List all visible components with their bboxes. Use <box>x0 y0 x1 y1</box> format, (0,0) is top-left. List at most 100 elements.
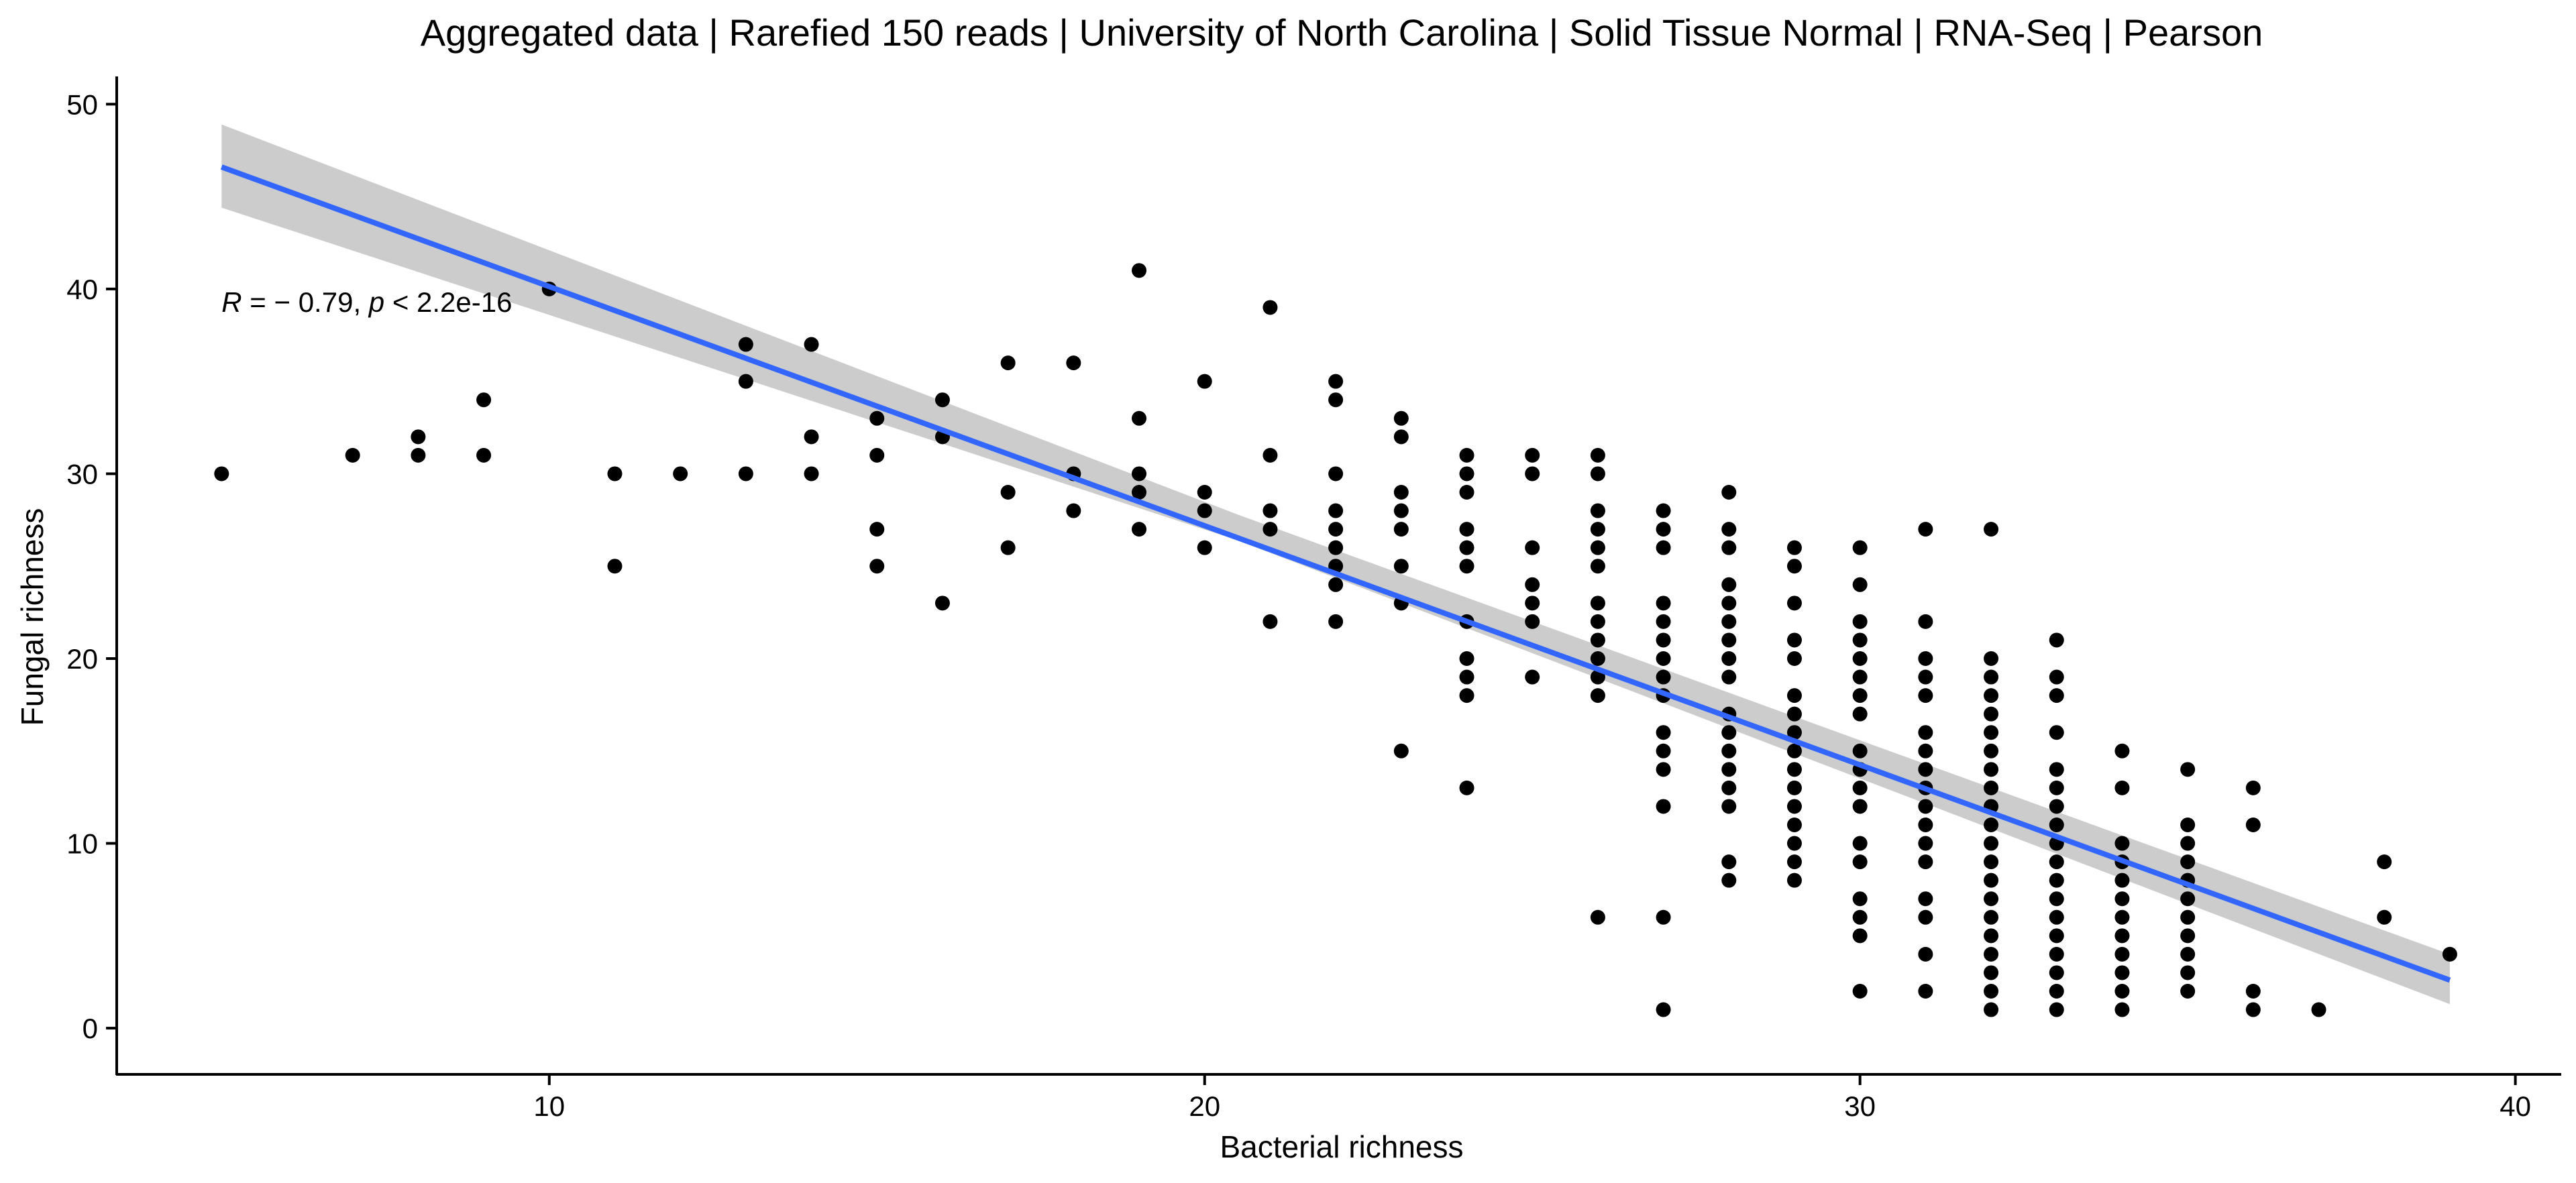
data-point <box>2049 872 2064 888</box>
data-point <box>1590 540 1605 555</box>
data-point <box>1656 614 1671 629</box>
data-point <box>804 466 819 482</box>
data-point <box>2049 984 2064 999</box>
data-point <box>1590 596 1605 611</box>
data-point <box>1459 447 1474 463</box>
data-point <box>2049 965 2064 980</box>
data-point <box>1590 466 1605 482</box>
data-point <box>1066 503 1081 518</box>
data-point <box>2180 965 2196 980</box>
data-point <box>2049 928 2064 944</box>
data-point <box>2245 984 2261 999</box>
data-point <box>1918 984 1933 999</box>
data-point <box>1984 706 1999 722</box>
data-point <box>1656 909 1671 925</box>
data-point <box>1721 762 1737 777</box>
data-point <box>1786 854 1802 870</box>
data-point <box>1328 392 1344 408</box>
data-point <box>804 429 819 445</box>
data-point <box>1721 743 1737 758</box>
data-point <box>1918 836 1933 851</box>
y-tick-label: 40 <box>66 274 98 305</box>
data-point <box>804 337 819 352</box>
data-point <box>1328 614 1344 629</box>
data-point <box>1328 522 1344 537</box>
data-point <box>1721 596 1737 611</box>
data-point <box>1590 447 1605 463</box>
data-point <box>1590 688 1605 703</box>
data-point <box>2114 984 2130 999</box>
data-point <box>1721 522 1737 537</box>
data-point <box>1852 836 1868 851</box>
data-point <box>1721 872 1737 888</box>
data-point <box>673 466 688 482</box>
data-point <box>2114 743 2130 758</box>
data-point <box>1393 522 1409 537</box>
data-point <box>1393 410 1409 426</box>
data-point <box>1984 928 1999 944</box>
data-point <box>2180 909 2196 925</box>
data-point <box>1852 909 1868 925</box>
data-point <box>1852 669 1868 685</box>
data-point <box>1656 669 1671 685</box>
data-point <box>934 596 950 611</box>
data-point <box>607 466 623 482</box>
data-point <box>1918 614 1933 629</box>
data-point <box>2180 854 2196 870</box>
data-point <box>1786 836 1802 851</box>
data-point <box>869 522 885 537</box>
data-point <box>1721 669 1737 685</box>
data-point <box>1328 540 1344 555</box>
data-point <box>411 447 426 463</box>
data-point <box>1984 854 1999 870</box>
data-point <box>2049 946 2064 962</box>
data-point <box>2049 780 2064 795</box>
data-point <box>1525 466 1540 482</box>
data-point <box>1786 799 1802 814</box>
data-point <box>2049 854 2064 870</box>
chart-title: Aggregated data | Rarefied 150 reads | U… <box>421 11 2263 54</box>
data-point <box>1656 1002 1671 1017</box>
x-tick-label: 10 <box>533 1090 565 1122</box>
data-point <box>1000 540 1016 555</box>
data-point <box>1721 799 1737 814</box>
data-point <box>1263 503 1278 518</box>
data-point <box>2180 762 2196 777</box>
data-point <box>1852 780 1868 795</box>
x-tick-label: 40 <box>2500 1090 2531 1122</box>
data-point <box>1852 799 1868 814</box>
data-point <box>1918 688 1933 703</box>
data-point <box>2049 909 2064 925</box>
data-point <box>1656 503 1671 518</box>
data-point <box>1590 522 1605 537</box>
data-point <box>1852 577 1868 592</box>
data-point <box>1918 946 1933 962</box>
y-tick-label: 0 <box>83 1013 98 1044</box>
data-point <box>1263 522 1278 537</box>
data-point <box>1656 522 1671 537</box>
data-point <box>1459 540 1474 555</box>
data-point <box>1525 540 1540 555</box>
data-point <box>2180 984 2196 999</box>
x-tick-label: 20 <box>1189 1090 1220 1122</box>
data-point <box>1984 818 1999 832</box>
data-point <box>2377 854 2392 870</box>
data-point <box>2180 836 2196 851</box>
data-point <box>1984 743 1999 758</box>
data-point <box>2114 946 2130 962</box>
data-point <box>1590 632 1605 648</box>
data-point <box>1984 946 1999 962</box>
data-point <box>2114 928 2130 944</box>
x-axis-title: Bacterial richness <box>1220 1129 1463 1164</box>
data-point <box>2049 725 2064 740</box>
data-point <box>1328 577 1344 592</box>
data-point <box>1918 651 1933 666</box>
data-point <box>1852 854 1868 870</box>
p-symbol: p <box>368 286 384 318</box>
data-point <box>1590 503 1605 518</box>
data-point <box>934 392 950 408</box>
data-point <box>1132 263 1147 278</box>
data-point <box>2114 872 2130 888</box>
data-point <box>1984 872 1999 888</box>
data-point <box>1852 540 1868 555</box>
